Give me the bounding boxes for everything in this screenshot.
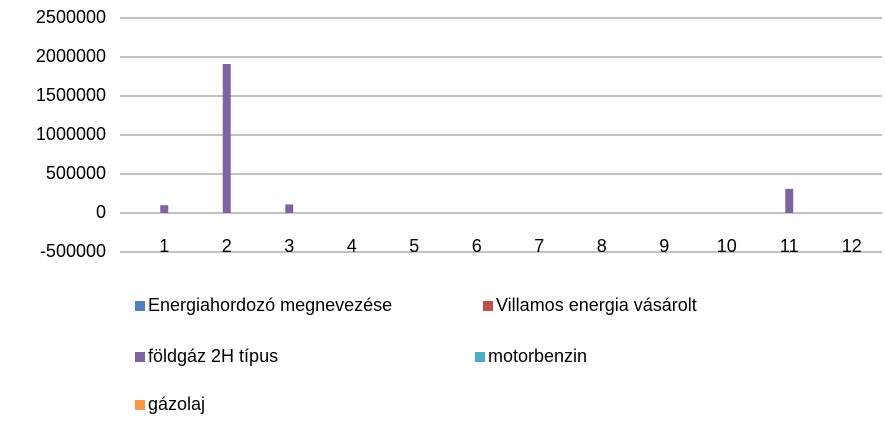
x-tick-label: 7 bbox=[534, 236, 544, 256]
legend-label: motorbenzin bbox=[488, 346, 587, 366]
y-tick-label: 2000000 bbox=[36, 46, 106, 66]
y-tick-label: 1500000 bbox=[36, 85, 106, 105]
x-tick-label: 8 bbox=[597, 236, 607, 256]
y-tick-label: -500000 bbox=[40, 241, 106, 261]
y-tick-label: 0 bbox=[96, 202, 106, 222]
x-tick-label: 1 bbox=[159, 236, 169, 256]
x-tick-label: 4 bbox=[347, 236, 357, 256]
legend-label: földgáz 2H típus bbox=[148, 346, 278, 366]
y-tick-label: 2500000 bbox=[36, 7, 106, 27]
x-tick-label: 3 bbox=[284, 236, 294, 256]
bar bbox=[285, 204, 294, 213]
legend-swatch bbox=[475, 352, 485, 362]
x-tick-label: 2 bbox=[222, 236, 232, 256]
legend-swatch bbox=[483, 301, 493, 311]
bar bbox=[160, 205, 169, 213]
legend-swatch bbox=[135, 301, 145, 311]
x-tick-label: 9 bbox=[659, 236, 669, 256]
x-tick-label: 10 bbox=[717, 236, 737, 256]
x-tick-label: 12 bbox=[842, 236, 862, 256]
y-tick-label: 500000 bbox=[46, 163, 106, 183]
x-tick-label: 5 bbox=[409, 236, 419, 256]
legend-swatch bbox=[135, 352, 145, 362]
y-tick-label: 1000000 bbox=[36, 124, 106, 144]
legend-label: gázolaj bbox=[148, 394, 205, 414]
legend-swatch bbox=[135, 400, 145, 410]
bar bbox=[785, 188, 794, 213]
legend-label: Energiahordozó megnevezése bbox=[148, 295, 392, 315]
x-tick-label: 6 bbox=[472, 236, 482, 256]
x-tick-label: 11 bbox=[780, 236, 799, 256]
bar bbox=[222, 64, 231, 214]
legend-label: Villamos energia vásárolt bbox=[496, 295, 697, 315]
